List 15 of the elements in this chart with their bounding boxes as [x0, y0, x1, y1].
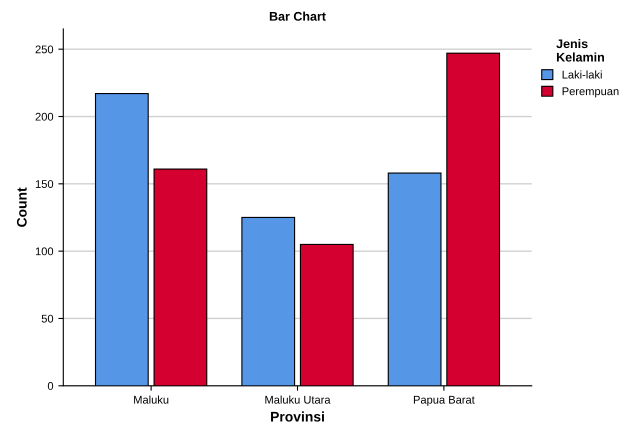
y-tick-label: 200 — [36, 112, 54, 121]
x-tick-label: Papua Barat — [414, 396, 475, 406]
x-tick-label: Maluku — [134, 396, 168, 404]
legend-label: Laki-laki — [562, 70, 602, 79]
x-axis-title: Provinsi — [271, 411, 324, 422]
y-tick-label: 0 — [48, 382, 54, 390]
x-tick-label: Maluku Utara — [265, 396, 331, 404]
chart-title: Bar Chart — [270, 12, 326, 21]
y-tick-label: 150 — [36, 180, 54, 188]
y-tick-label: 50 — [42, 314, 54, 323]
y-tick-label: 100 — [36, 247, 54, 256]
legend-label: Perempuan — [562, 87, 618, 98]
y-axis-title: Count — [16, 188, 27, 227]
y-tick-label: 250 — [36, 45, 54, 54]
legend-title: Jenis Kelamin — [556, 38, 604, 62]
